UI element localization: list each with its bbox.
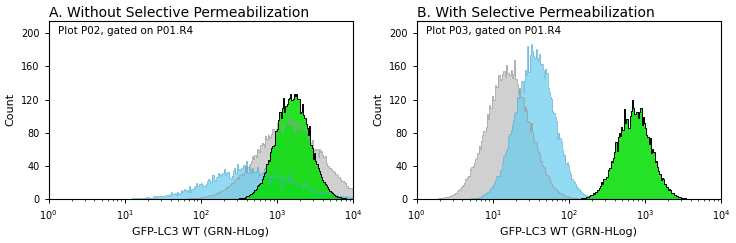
Text: A. Without Selective Permeabilization: A. Without Selective Permeabilization [49, 6, 309, 19]
Text: Plot P02, gated on P01.R4: Plot P02, gated on P01.R4 [57, 26, 193, 36]
X-axis label: GFP-LC3 WT (GRN-HLog): GFP-LC3 WT (GRN-HLog) [132, 227, 269, 237]
Text: Plot P03, gated on P01.R4: Plot P03, gated on P01.R4 [425, 26, 561, 36]
Text: B. With Selective Permeabilization: B. With Selective Permeabilization [417, 6, 654, 19]
X-axis label: GFP-LC3 WT (GRN-HLog): GFP-LC3 WT (GRN-HLog) [500, 227, 637, 237]
Y-axis label: Count: Count [6, 93, 15, 126]
Y-axis label: Count: Count [374, 93, 383, 126]
